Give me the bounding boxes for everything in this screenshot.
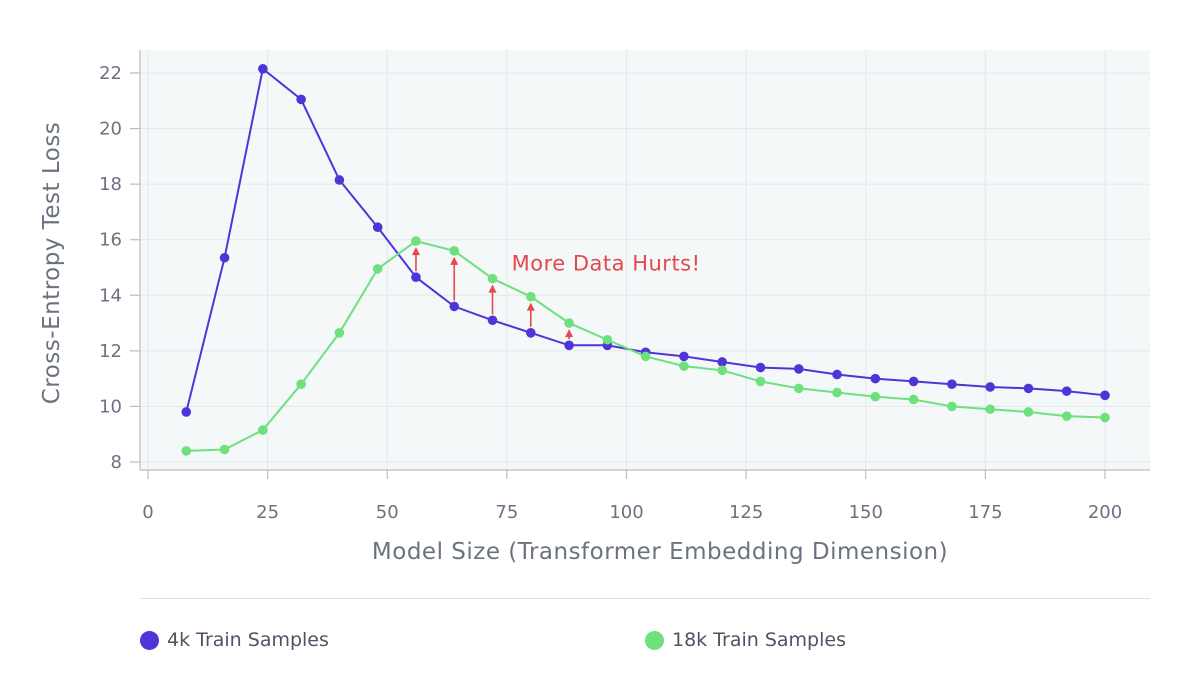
x-tick-label: 200 [1088, 502, 1122, 523]
legend-marker-4k [140, 630, 159, 650]
data-point-0 [755, 362, 766, 373]
data-point-1 [870, 391, 881, 402]
data-point-0 [985, 382, 995, 392]
annotation-arrowhead [488, 284, 497, 293]
x-tick-label: 100 [609, 502, 643, 523]
data-point-1 [181, 446, 192, 456]
legend: 4k Train Samples 18k Train Samples [140, 598, 1150, 651]
y-tick-label: 22 [99, 63, 122, 84]
data-point-1 [1100, 412, 1110, 423]
x-tick-label: 25 [256, 502, 279, 523]
x-axis-title: Model Size (Transformer Embedding Dimens… [372, 539, 948, 565]
y-tick-label: 20 [99, 119, 122, 140]
data-point-1 [755, 376, 766, 387]
data-point-0 [372, 222, 383, 233]
x-tick-label: 150 [849, 502, 883, 523]
data-point-1 [640, 351, 651, 362]
axes: 0 25 50 75 100 125 150 175 200 8 10 12 14 16 18 20 22 [99, 50, 1150, 523]
annotation-arrowhead [450, 256, 459, 265]
data-point-1 [602, 334, 613, 345]
data-point-1 [679, 361, 689, 371]
data-point-0 [181, 407, 192, 417]
data-point-1 [411, 236, 421, 246]
annotation-arrowhead [565, 329, 574, 338]
data-point-1 [564, 318, 574, 328]
data-point-0 [296, 94, 306, 105]
data-point-1 [449, 246, 460, 256]
data-point-0 [258, 64, 268, 74]
data-point-0 [1023, 383, 1034, 394]
legend-marker-18k [645, 630, 664, 650]
legend-item-4k: 4k Train Samples [140, 629, 329, 651]
data-point-0 [526, 327, 536, 338]
data-point-0 [1100, 390, 1110, 401]
x-tick-label: 50 [376, 502, 399, 523]
data-point-1 [487, 273, 498, 284]
data-point-0 [564, 340, 574, 351]
data-point-0 [219, 252, 230, 263]
x-tick-label: 0 [142, 502, 153, 523]
data-point-1 [832, 387, 842, 398]
data-point-0 [449, 301, 460, 312]
data-point-1 [1061, 411, 1072, 421]
y-tick-label: 14 [99, 285, 122, 306]
y-tick-label: 16 [99, 230, 122, 251]
data-point-1 [258, 425, 268, 435]
data-point-1 [219, 444, 230, 455]
grid [140, 50, 1150, 470]
data-point-0 [870, 373, 881, 384]
y-tick-label: 12 [99, 341, 122, 362]
data-point-1 [372, 264, 383, 274]
y-tick-label: 18 [99, 174, 122, 195]
data-point-0 [334, 175, 345, 185]
data-point-0 [832, 369, 842, 380]
y-axis-title: Cross-Entropy Test Loss [39, 122, 65, 405]
data-point-1 [334, 327, 345, 338]
legend-label-4k: 4k Train Samples [167, 629, 329, 651]
legend-item-18k: 18k Train Samples [645, 629, 846, 651]
data-point-0 [947, 379, 957, 390]
legend-label-18k: 18k Train Samples [672, 629, 846, 651]
x-tick-label: 175 [968, 502, 1002, 523]
annotation-arrows [411, 247, 574, 340]
data-point-1 [985, 404, 995, 415]
data-point-0 [717, 357, 727, 367]
annotation-label: More Data Hurts! [512, 251, 701, 275]
data-point-0 [487, 315, 498, 326]
data-point-0 [679, 351, 689, 362]
annotation-arrowhead [526, 302, 535, 311]
x-tick-label: 125 [729, 502, 763, 523]
data-point-1 [793, 383, 804, 394]
data-point-0 [908, 376, 919, 387]
plot-area [140, 50, 1150, 470]
data-point-1 [1023, 407, 1034, 417]
data-point-0 [793, 364, 804, 374]
data-point-1 [296, 379, 306, 390]
data-point-0 [411, 272, 421, 283]
data-point-1 [717, 365, 727, 376]
data-point-1 [947, 401, 957, 412]
x-tick-label: 75 [495, 502, 518, 523]
y-tick-label: 8 [111, 452, 122, 473]
data-point-1 [908, 394, 919, 405]
series-points [181, 64, 1110, 456]
data-point-0 [1061, 386, 1072, 396]
data-point-1 [526, 291, 536, 302]
annotation-arrowhead [411, 247, 420, 256]
y-tick-label: 10 [99, 396, 122, 417]
